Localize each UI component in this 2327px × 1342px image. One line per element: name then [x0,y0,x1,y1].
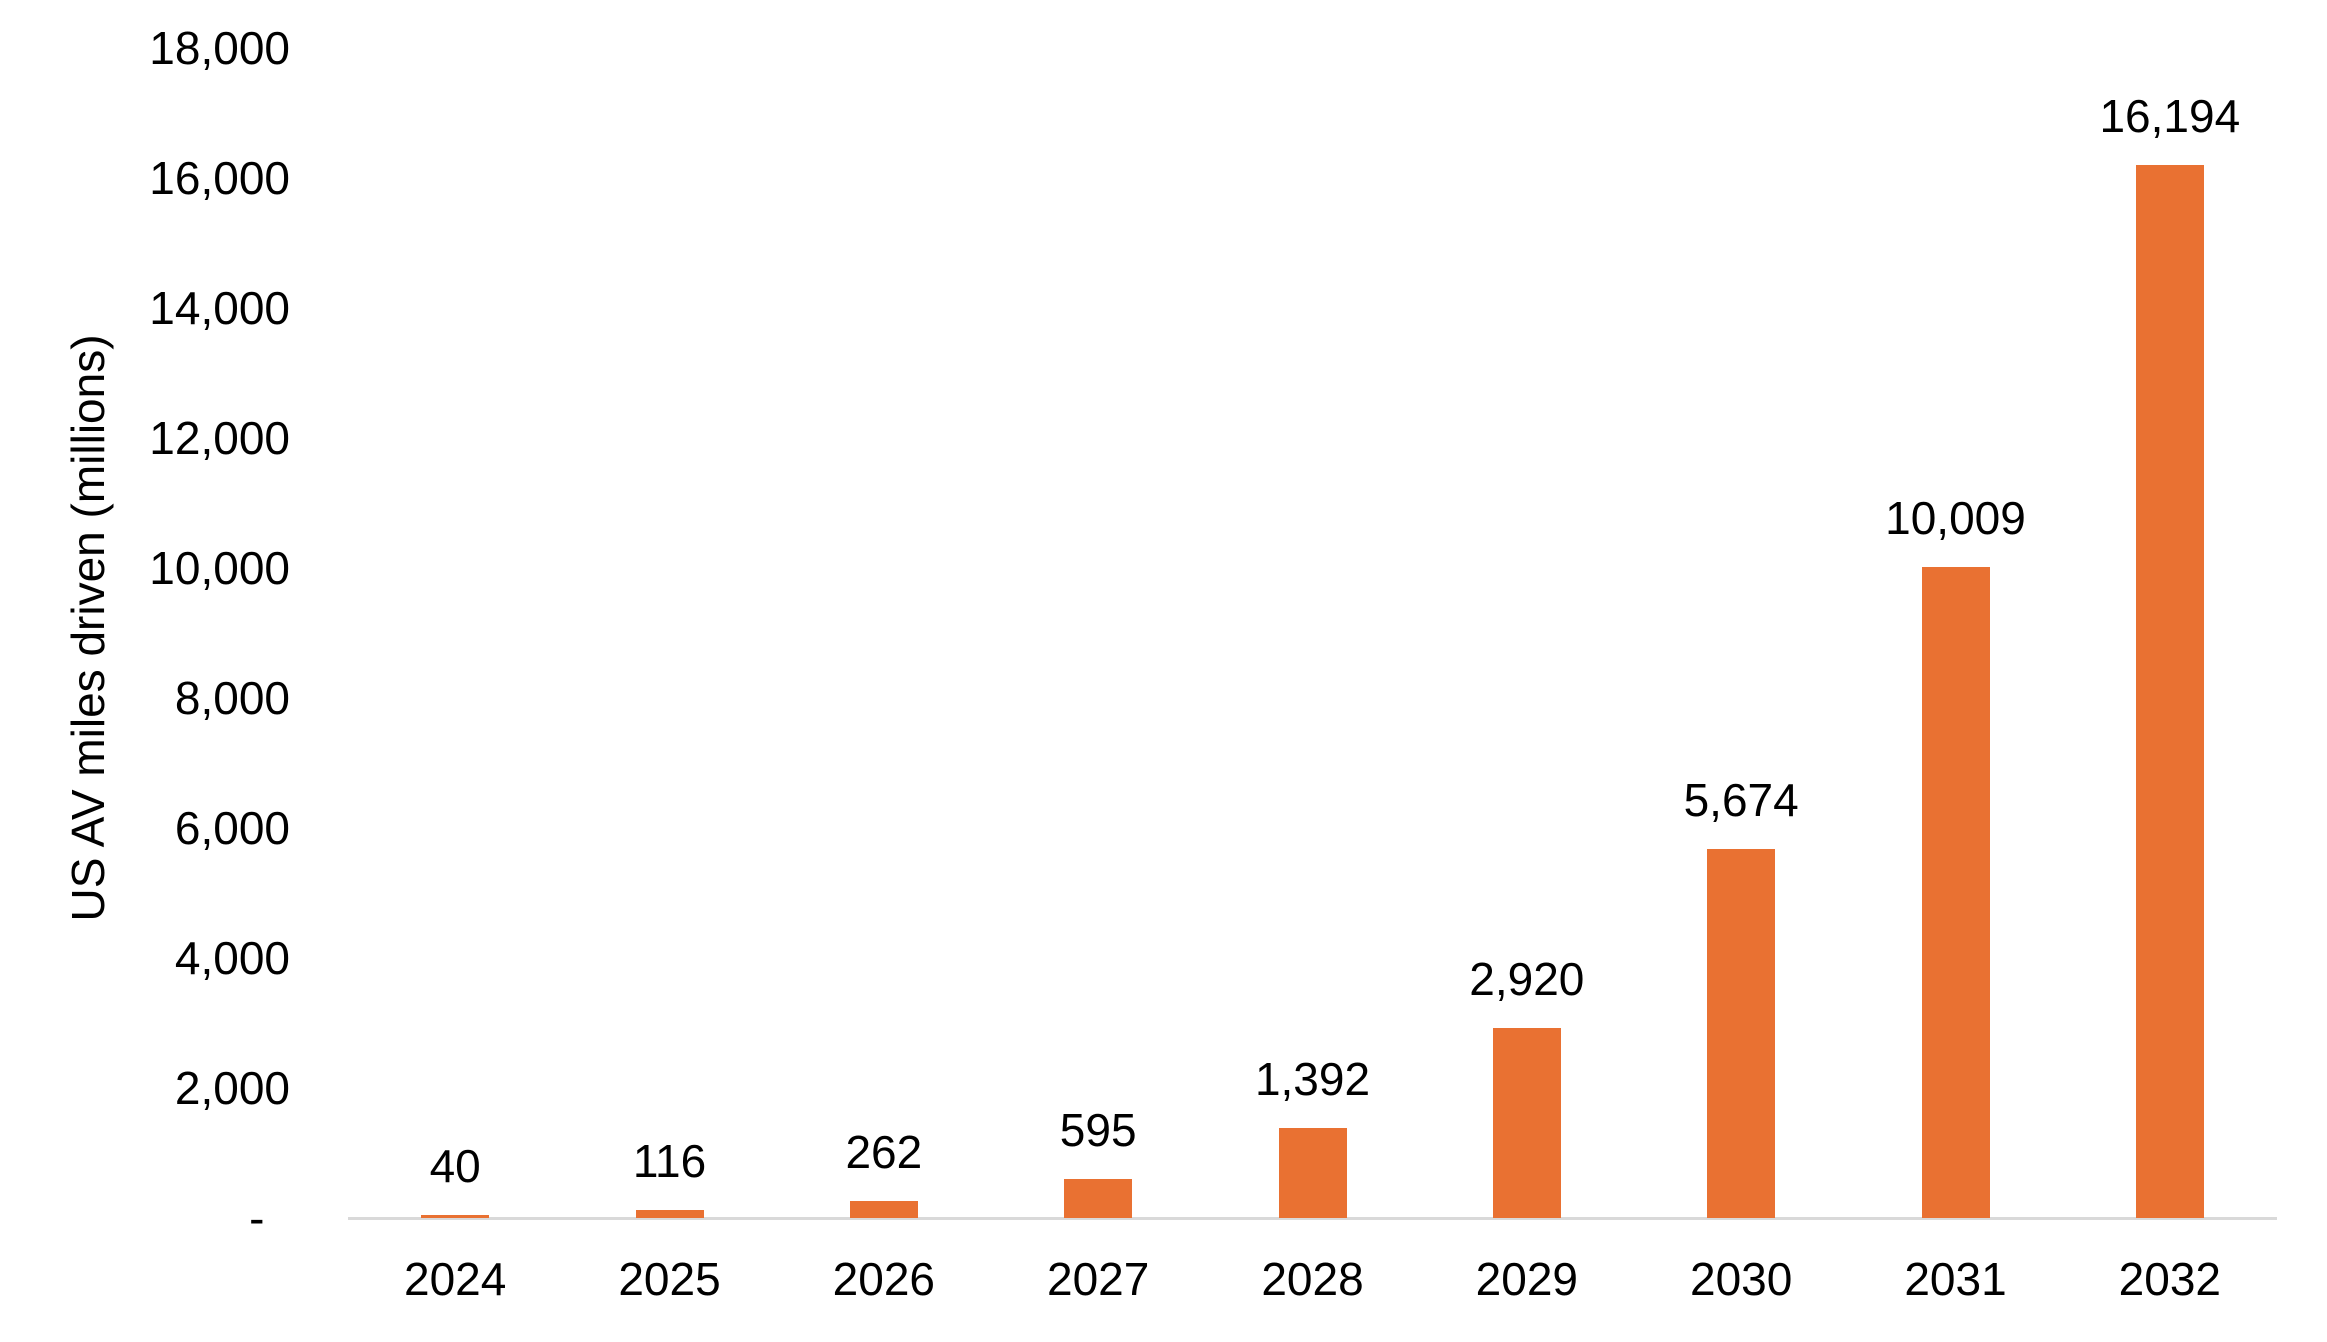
y-tick-label: 12,000 [149,412,290,464]
y-tick-label: 8,000 [174,672,290,724]
bar-2030 [1707,849,1776,1218]
y-tick-label: 10,000 [149,542,290,594]
y-tick-label: 2,000 [174,1062,290,1114]
bar-value-label-2027: 595 [1059,1104,1137,1157]
bar-2028 [1278,1127,1347,1218]
bar-2026 [849,1200,918,1218]
bar-2025 [635,1210,704,1218]
x-axis-line [348,1217,2277,1220]
x-tick-label-2024: 2024 [403,1253,507,1305]
bar-value-label-2028: 1,392 [1254,1052,1371,1105]
x-tick-label-2032: 2032 [2118,1253,2221,1305]
y-tick-label: - [249,1192,290,1244]
bar-value-label-2026: 262 [845,1125,923,1178]
y-tick-label: 18,000 [149,22,290,74]
bar-value-label-2030: 5,674 [1683,774,1799,827]
y-tick-label: 14,000 [149,282,290,334]
bar-value-label-2024: 40 [429,1140,481,1193]
y-tick-label: 6,000 [174,802,290,854]
bar-2024 [421,1215,490,1218]
bar-value-label-2029: 2,920 [1469,953,1585,1006]
x-tick-label-2028: 2028 [1261,1253,1364,1305]
y-tick-label: 4,000 [174,932,290,984]
x-tick-label-2027: 2027 [1046,1253,1150,1305]
bar-2027 [1064,1179,1133,1218]
x-tick-label-2025: 2025 [618,1253,721,1305]
bar-2032 [2135,165,2204,1218]
bar-2029 [1492,1028,1561,1218]
x-tick-label-2026: 2026 [832,1253,935,1305]
x-tick-label-2030: 2030 [1689,1253,1793,1305]
x-tick-label-2031: 2031 [1904,1253,2007,1305]
bar-2031 [1921,567,1990,1218]
bar-value-label-2025: 116 [632,1135,707,1188]
bar-value-label-2032: 16,194 [2099,90,2241,143]
y-tick-label: 16,000 [149,152,290,204]
bar-value-label-2031: 10,009 [1885,492,2026,545]
x-tick-label-2029: 2029 [1475,1253,1578,1305]
